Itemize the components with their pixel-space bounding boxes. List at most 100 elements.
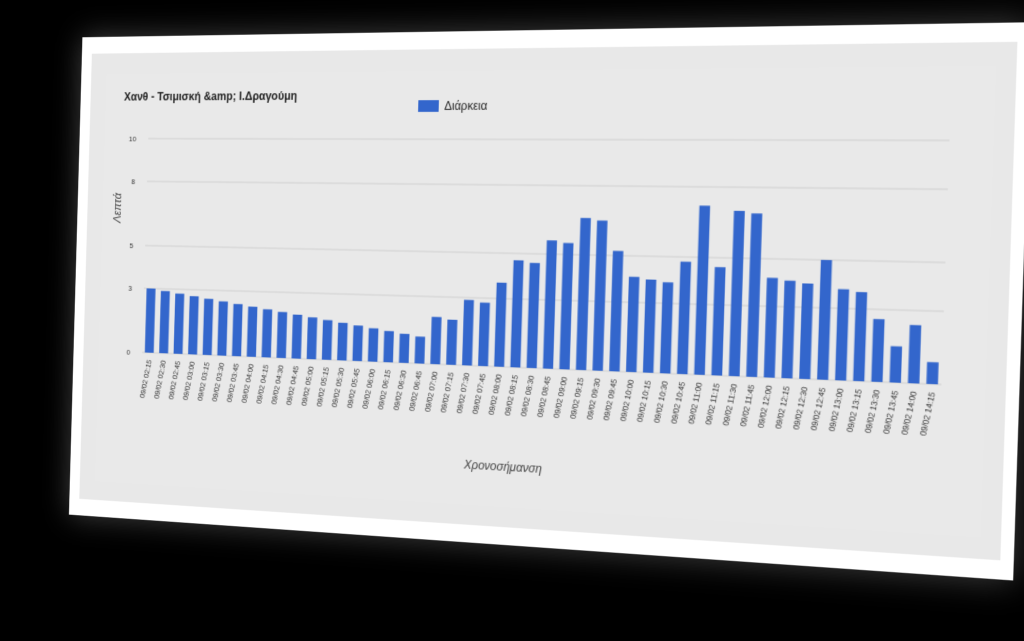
y-tick-label: 5 bbox=[129, 241, 134, 250]
bar bbox=[174, 294, 185, 355]
bar bbox=[781, 281, 795, 379]
bar bbox=[368, 328, 379, 362]
bar bbox=[232, 304, 243, 356]
gridline bbox=[147, 181, 948, 189]
x-tick-label: 09/02 11:30 bbox=[721, 382, 739, 426]
x-tick-label: 09/02 05:15 bbox=[315, 365, 331, 407]
x-tick-label: 09/02 10:45 bbox=[669, 380, 687, 425]
bar bbox=[446, 320, 457, 365]
bar bbox=[835, 289, 849, 381]
x-tick-label: 09/02 08:00 bbox=[487, 373, 504, 416]
x-tick-label: 09/02 06:15 bbox=[376, 368, 392, 411]
x-tick-label: 09/02 12:30 bbox=[791, 385, 810, 431]
x-tick-label: 09/02 13:15 bbox=[845, 387, 864, 433]
x-tick-label: 09/02 07:45 bbox=[471, 372, 488, 415]
bar bbox=[415, 336, 426, 363]
x-tick-label: 09/02 14:00 bbox=[900, 390, 919, 436]
x-tick-label: 09/02 08:15 bbox=[503, 373, 520, 416]
bar-chart: 0 3 5 8 10 Λεπτά Διάρκεια 09/02 02:15 09/02 02:3… bbox=[95, 66, 997, 536]
bar bbox=[277, 312, 288, 358]
x-tick-label: 09/02 11:45 bbox=[738, 383, 756, 428]
bar bbox=[262, 309, 273, 357]
bar bbox=[543, 240, 557, 369]
x-tick-label: 09/02 07:00 bbox=[423, 370, 440, 413]
bar bbox=[307, 317, 318, 359]
bar bbox=[399, 334, 410, 363]
x-tick-label: 09/02 04:30 bbox=[270, 364, 286, 406]
x-tick-label: 09/02 04:15 bbox=[255, 363, 271, 405]
x-tick-label: 09/02 05:45 bbox=[345, 367, 361, 409]
y-tick-label: 3 bbox=[128, 284, 132, 293]
bar bbox=[559, 243, 573, 370]
x-tick-label: 09/02 09:00 bbox=[552, 375, 569, 419]
bar bbox=[145, 288, 156, 352]
bar bbox=[694, 206, 710, 375]
bar bbox=[510, 260, 523, 367]
x-tick-label: 09/02 12:45 bbox=[809, 386, 828, 432]
x-tick-label: 09/02 05:30 bbox=[330, 366, 346, 408]
bar bbox=[462, 300, 474, 366]
x-tick-label: 09/02 11:00 bbox=[686, 381, 704, 425]
bar bbox=[593, 220, 608, 370]
bar bbox=[799, 283, 813, 379]
bar bbox=[494, 283, 507, 367]
x-tick-label: 09/02 10:15 bbox=[635, 379, 653, 423]
x-tick-label: 09/02 04:00 bbox=[240, 362, 256, 404]
x-tick-label: 09/02 12:15 bbox=[773, 384, 792, 429]
x-tick-label: 09/02 08:45 bbox=[535, 375, 552, 419]
bar bbox=[430, 317, 441, 365]
x-tick-label: 09/02 06:45 bbox=[407, 369, 424, 412]
chart-panel: Χανθ - Τσιμισκή &amp; Ι.Δραγούμη 0 3 5 8 10 Λ… bbox=[79, 42, 1017, 561]
bar bbox=[643, 279, 656, 372]
x-tick-label: 09/02 09:15 bbox=[568, 376, 585, 420]
x-tick-label: 09/02 03:15 bbox=[196, 361, 211, 402]
screenshot-frame: Χανθ - Τσιμισκή &amp; Ι.Δραγούμη 0 3 5 8 10 Λ… bbox=[69, 22, 1024, 580]
y-axis-label: Λεπτά bbox=[112, 193, 124, 224]
bar bbox=[890, 346, 903, 383]
bar bbox=[908, 325, 921, 384]
x-tick-label: 09/02 09:45 bbox=[602, 377, 620, 421]
y-tick-label: 10 bbox=[129, 135, 137, 144]
x-tick-label: 09/02 06:30 bbox=[392, 369, 408, 412]
x-tick-label: 09/02 13:00 bbox=[827, 387, 846, 433]
bar bbox=[478, 303, 490, 367]
x-tick-label: 09/02 08:30 bbox=[519, 374, 536, 418]
x-tick-label: 09/02 09:30 bbox=[585, 377, 603, 421]
x-tick-label: 09/02 04:45 bbox=[285, 364, 301, 406]
x-tick-label: 09/02 12:00 bbox=[756, 384, 775, 429]
bar bbox=[626, 277, 639, 373]
y-tick-label: 0 bbox=[126, 348, 131, 357]
x-tick-label: 09/02 11:15 bbox=[704, 382, 722, 426]
x-tick-label: 09/02 07:30 bbox=[455, 371, 472, 414]
bar bbox=[217, 301, 228, 355]
bar bbox=[383, 331, 394, 363]
bar bbox=[711, 267, 725, 376]
bar bbox=[729, 211, 745, 377]
x-tick-label: 09/02 03:30 bbox=[211, 361, 226, 402]
chart-card: Χανθ - Τσιμισκή &amp; Ι.Δραγούμη 0 3 5 8 10 Λ… bbox=[95, 66, 997, 538]
x-tick-label: 09/02 07:15 bbox=[439, 371, 456, 414]
bar bbox=[871, 319, 884, 382]
x-tick-label: 09/02 02:30 bbox=[153, 359, 168, 400]
bar bbox=[853, 292, 867, 381]
x-tick-label: 09/02 13:45 bbox=[881, 389, 900, 435]
x-tick-label: 09/02 13:30 bbox=[863, 388, 882, 434]
x-tick-label: 09/02 06:00 bbox=[361, 367, 377, 409]
bar bbox=[203, 299, 214, 356]
gridline bbox=[148, 139, 949, 141]
bar bbox=[576, 218, 591, 370]
bar bbox=[292, 315, 303, 359]
x-tick-label: 09/02 02:15 bbox=[138, 358, 153, 399]
x-tick-label: 09/02 03:00 bbox=[181, 360, 196, 401]
bar bbox=[677, 262, 691, 375]
x-tick-label: 09/02 02:45 bbox=[167, 359, 182, 400]
bar bbox=[926, 362, 938, 384]
bar bbox=[247, 307, 258, 357]
bar bbox=[660, 282, 673, 373]
bar bbox=[159, 291, 170, 353]
x-axis-label: Χρονοσήμανση bbox=[463, 458, 542, 476]
y-tick-label: 8 bbox=[131, 177, 135, 186]
bar bbox=[337, 323, 348, 361]
x-tick-label: 09/02 05:00 bbox=[300, 365, 316, 407]
